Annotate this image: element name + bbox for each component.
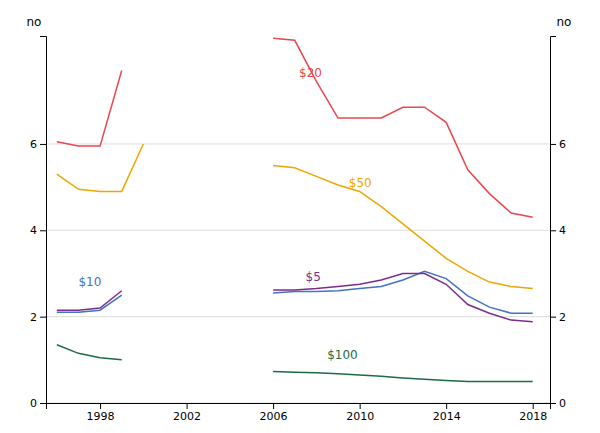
tick: 6 <box>30 138 46 151</box>
tick-mark <box>187 403 188 409</box>
tick: 2 <box>550 311 566 324</box>
y-axis-title: no <box>27 15 42 29</box>
tick-label: 2002 <box>173 410 201 423</box>
tick: 0 <box>30 397 46 410</box>
y-axis-line <box>40 37 47 404</box>
tick-label: 6 <box>559 138 566 151</box>
tick-label: 2018 <box>519 410 547 423</box>
grid-line <box>46 230 550 231</box>
chart: 1998 2002 2006 2010 2014 2018 0 2 4 6 0 2 4 6 $20 $50 $1… <box>0 0 600 433</box>
tick: 4 <box>30 224 46 237</box>
grid-line <box>46 316 550 317</box>
tick: 2 <box>30 311 46 324</box>
tick: 2002 <box>173 403 201 423</box>
plot-area <box>57 38 533 381</box>
grid-line <box>46 143 550 144</box>
tick-mark <box>360 403 361 409</box>
y-axis: 0 2 4 6 <box>30 37 47 411</box>
annotation: $100 <box>327 348 358 362</box>
tick: 6 <box>550 138 566 151</box>
tick-label: 2006 <box>260 410 288 423</box>
tick-mark <box>273 403 274 409</box>
tick-mark <box>40 144 46 145</box>
series-line <box>57 271 533 313</box>
annotations: $20 $50 $10 $5 $100 <box>78 66 371 362</box>
tick-mark <box>100 403 101 409</box>
grid <box>46 144 550 403</box>
tick: 4 <box>550 224 566 237</box>
tick-mark <box>550 144 556 145</box>
tick-label: 0 <box>559 397 566 410</box>
x-axis-line <box>47 404 551 410</box>
tick-mark <box>446 403 447 409</box>
tick-mark <box>40 403 46 404</box>
tick-label: 2014 <box>433 410 461 423</box>
tick: 2018 <box>519 403 547 423</box>
y2-axis-line <box>551 37 557 404</box>
tick-label: 0 <box>30 397 37 410</box>
series-line <box>57 345 533 382</box>
tick-label: 4 <box>30 224 37 237</box>
tick-label: 1998 <box>87 410 115 423</box>
y2-axis: 0 2 4 6 <box>550 37 566 411</box>
series-line <box>57 273 533 321</box>
tick: 2006 <box>260 403 288 423</box>
tick-label: 2010 <box>346 410 374 423</box>
tick-mark <box>550 403 556 404</box>
tick-mark <box>40 317 46 318</box>
tick-label: 4 <box>559 224 566 237</box>
series-line <box>57 38 533 217</box>
tick: 2014 <box>433 403 461 423</box>
tick-mark <box>40 230 46 231</box>
tick-label: 2 <box>30 311 37 324</box>
series-line <box>57 144 533 289</box>
tick-mark <box>550 230 556 231</box>
tick-label: 2 <box>559 311 566 324</box>
y2-axis-title: no <box>557 15 572 29</box>
annotation: $5 <box>306 270 321 284</box>
tick: 2010 <box>346 403 374 423</box>
tick-label: 6 <box>30 138 37 151</box>
annotation: $50 <box>349 176 372 190</box>
annotation: $10 <box>78 275 101 289</box>
tick-mark <box>550 317 556 318</box>
tick-mark <box>533 403 534 409</box>
annotation: $20 <box>299 66 322 80</box>
tick: 0 <box>550 397 566 410</box>
tick: 1998 <box>87 403 115 423</box>
x-axis: 1998 2002 2006 2010 2014 2018 <box>47 403 551 423</box>
